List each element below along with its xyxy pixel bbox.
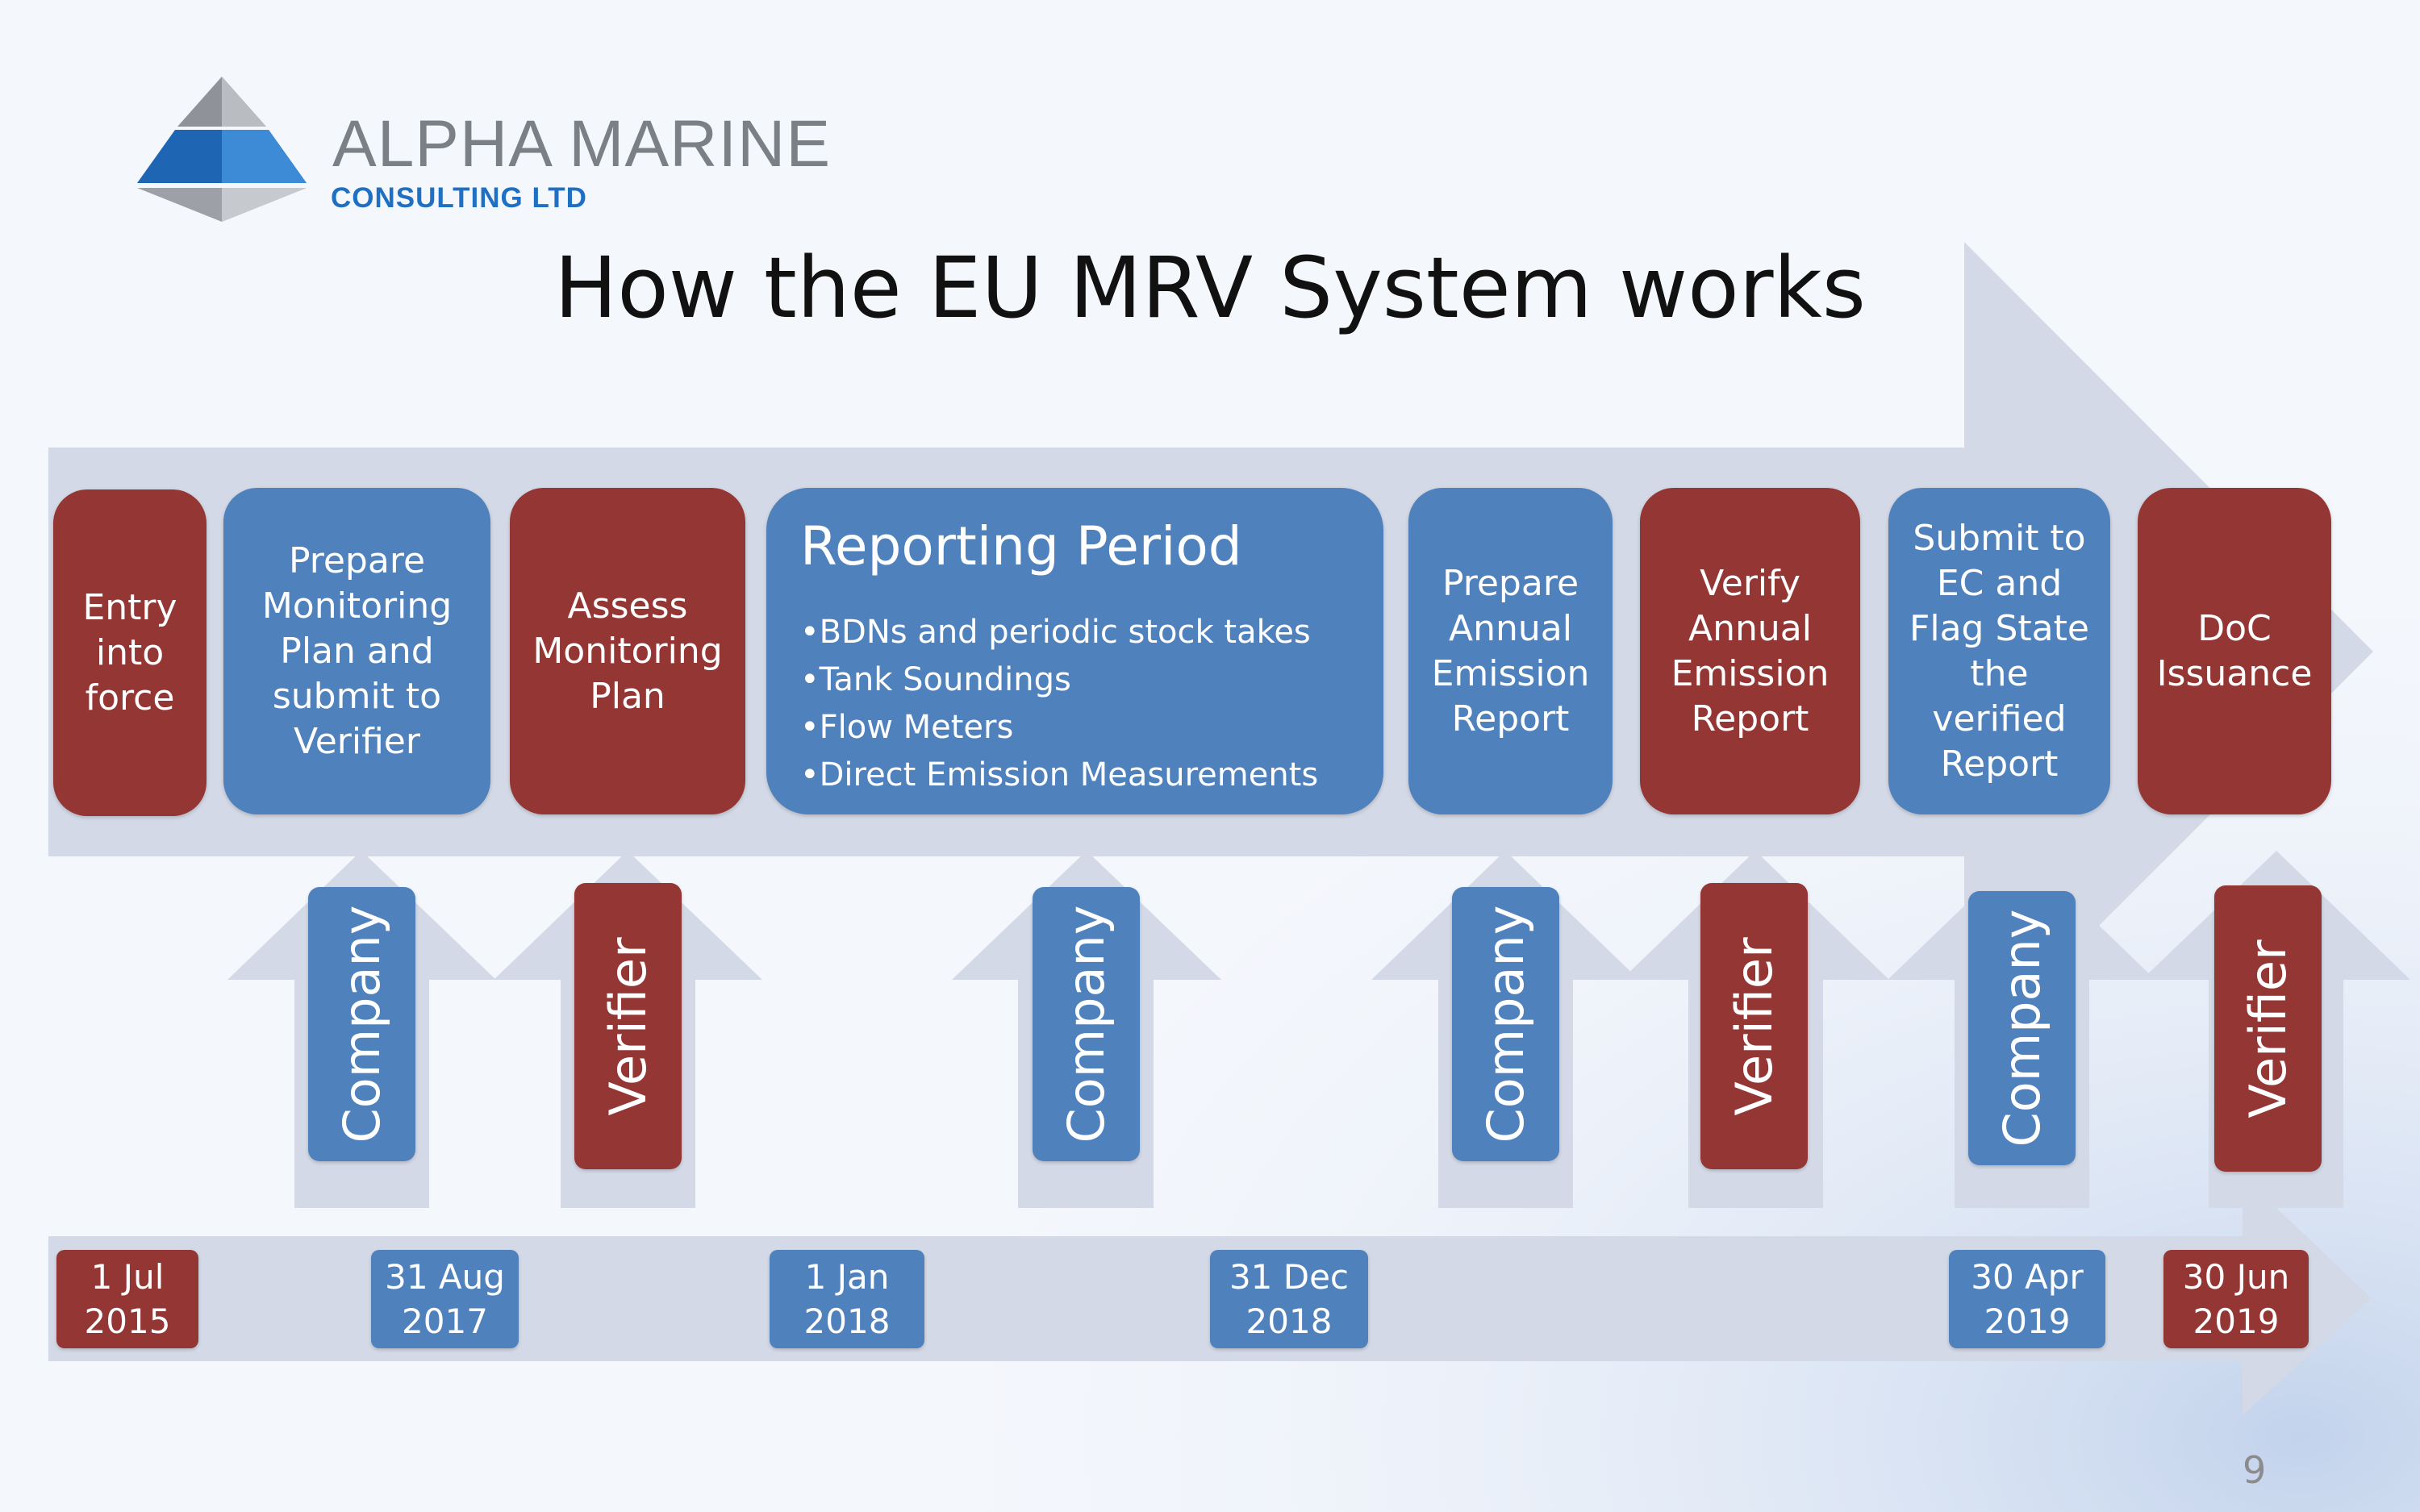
reporting-period-item: •Flow Meters <box>800 709 1014 746</box>
step-prepare-monitoring-plan: Prepare Monitoring Plan and submit to Ve… <box>223 488 490 814</box>
step-submit-to-ec-and-flag-state: Submit to EC and Flag State the verified… <box>1888 488 2110 814</box>
role-label: Company <box>1475 905 1535 1143</box>
date-30-jun-2019: 30 Jun 2019 <box>2163 1250 2309 1348</box>
step-doc-issuance: DoC Issuance <box>2138 488 2331 814</box>
alpha-marine-logo-icon <box>137 77 307 222</box>
role-label: Company <box>1992 909 2051 1148</box>
role-label: Company <box>1056 905 1116 1143</box>
step-reporting-period: Reporting Period •BDNs and periodic stoc… <box>766 488 1383 814</box>
role-label: Verifier <box>1724 936 1784 1116</box>
role-company-2: Company <box>1033 887 1140 1161</box>
step-assess-monitoring-plan: Assess Monitoring Plan <box>510 488 745 814</box>
role-company-3: Company <box>1452 887 1559 1161</box>
reporting-period-list: •BDNs and periodic stock takes •Tank Sou… <box>800 609 1318 799</box>
date-30-apr-2019: 30 Apr 2019 <box>1949 1250 2105 1348</box>
step-entry-into-force: Entry into force <box>53 489 207 816</box>
date-31-aug-2017: 31 Aug 2017 <box>371 1250 519 1348</box>
reporting-period-item: •Tank Soundings <box>800 661 1071 698</box>
reporting-period-title: Reporting Period <box>800 515 1242 577</box>
role-company-4: Company <box>1968 891 2076 1165</box>
role-company-1: Company <box>308 887 415 1161</box>
role-verifier-3: Verifier <box>2214 885 2322 1172</box>
role-verifier-1: Verifier <box>574 883 682 1169</box>
reporting-period-item: •Direct Emission Measurements <box>800 756 1319 793</box>
date-1-jan-2018: 1 Jan 2018 <box>770 1250 924 1348</box>
role-verifier-2: Verifier <box>1700 883 1808 1169</box>
role-label: Verifier <box>2238 939 2297 1118</box>
page-title: How the EU MRV System works <box>554 239 1866 337</box>
step-verify-annual-emission-report: Verify Annual Emission Report <box>1640 488 1860 814</box>
reporting-period-item: •BDNs and periodic stock takes <box>800 614 1311 651</box>
logo-name: ALPHA MARINE <box>332 107 832 181</box>
date-31-dec-2018: 31 Dec 2018 <box>1210 1250 1368 1348</box>
page-number: 9 <box>2243 1448 2267 1492</box>
date-1-jul-2015: 1 Jul 2015 <box>56 1250 198 1348</box>
logo-subtitle: CONSULTING LTD <box>331 182 587 214</box>
step-prepare-annual-emission-report: Prepare Annual Emission Report <box>1408 488 1613 814</box>
role-label: Verifier <box>598 936 657 1116</box>
role-label: Company <box>332 905 391 1143</box>
